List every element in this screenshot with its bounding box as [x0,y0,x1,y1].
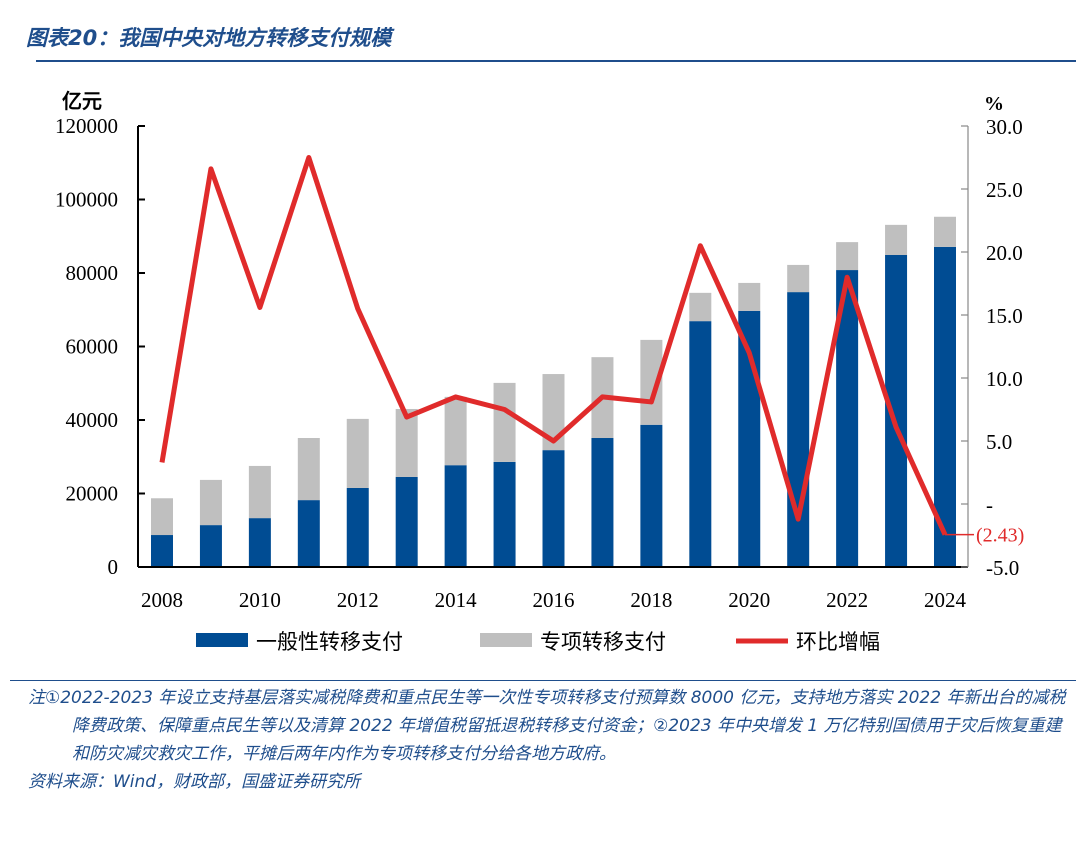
x-tick-label: 2008 [141,588,183,612]
x-tick-label: 2018 [630,588,672,612]
notes-divider [10,680,1076,681]
bar-special-2024 [934,216,956,247]
left-tick-label: 40000 [66,408,119,432]
right-tick-label: 15.0 [986,304,1023,328]
bar-general-2015 [493,461,516,567]
left-tick-label: 80000 [66,261,119,285]
left-tick-label: 100000 [55,188,118,212]
title-divider [36,60,1076,62]
bar-special-2012 [346,418,369,488]
bar-general-2022 [836,270,859,567]
legend-label-general: 一般性转移支付 [256,630,403,654]
bar-general-2019 [689,321,712,567]
right-axis-unit: % [984,93,1004,115]
bar-special-2019 [689,292,712,322]
bar-special-2009 [199,479,222,526]
bar-general-2021 [787,292,810,567]
left-tick-label: 20000 [66,482,119,506]
right-tick-label: 10.0 [986,367,1023,391]
bar-special-2014 [444,396,467,466]
bar-special-2016 [542,374,565,451]
right-tick-label: 5.0 [986,430,1012,454]
bar-general-2017 [591,438,614,567]
source-note: 资料来源：Wind，财政部，国盛证券研究所 [28,772,361,792]
x-tick-label: 2014 [435,588,478,612]
bar-special-2020 [738,282,761,311]
bar-general-2024 [934,246,956,567]
bar-special-2013 [395,408,418,477]
bar-general-2013 [395,476,418,567]
bar-special-2015 [493,382,516,462]
right-tick-label: - [986,493,993,517]
legend-swatch-general [196,633,248,647]
right-tick-label: 30.0 [986,115,1023,139]
x-tick-label: 2016 [533,588,575,612]
bar-special-2023 [885,224,908,255]
growth-rate-line [159,155,948,536]
left-tick-label: 60000 [66,335,119,359]
left-tick-label: 0 [108,555,119,579]
bar-general-2012 [346,487,369,567]
bar-general-2010 [248,518,271,567]
bar-general-2008 [151,535,173,567]
bar-general-2009 [199,525,222,567]
bar-general-2018 [640,424,663,567]
x-tick-label: 2022 [826,588,868,612]
bar-special-2010 [248,465,271,519]
bar-special-2022 [836,242,859,271]
legend-label-growth: 环比增幅 [796,630,880,654]
left-tick-label: 120000 [55,114,118,138]
bar-general-2011 [297,500,320,567]
bar-special-2008 [151,498,173,536]
figure-title: 图表20：我国中央对地方转移支付规模 [26,26,392,50]
x-tick-label: 2010 [239,588,281,612]
legend-label-special: 专项转移支付 [540,630,666,654]
x-tick-label: 2012 [337,588,379,612]
bar-general-2016 [542,450,565,567]
right-tick-label: 25.0 [986,178,1023,202]
right-tick-label: -5.0 [986,556,1019,580]
bar-general-2023 [885,254,908,567]
x-tick-label: 2020 [728,588,770,612]
x-tick-label: 2024 [924,588,967,612]
bar-special-2021 [787,264,810,293]
bar-general-2014 [444,465,467,567]
left-axis-unit: 亿元 [62,89,102,113]
notes: 注①2022-2023 年设立支持基层落实减税降费和重点民生等一次性专项转移支付… [28,684,1068,796]
transfer-payment-chart: 020000400006000080000100000120000-5.0-5.… [55,89,1024,654]
right-tick-label: 20.0 [986,241,1023,265]
legend-swatch-special [480,633,532,647]
annotation-label: (2.43) [976,525,1024,547]
footnote: 注①2022-2023 年设立支持基层落实减税降费和重点民生等一次性专项转移支付… [28,688,1066,764]
bar-special-2011 [297,438,320,501]
